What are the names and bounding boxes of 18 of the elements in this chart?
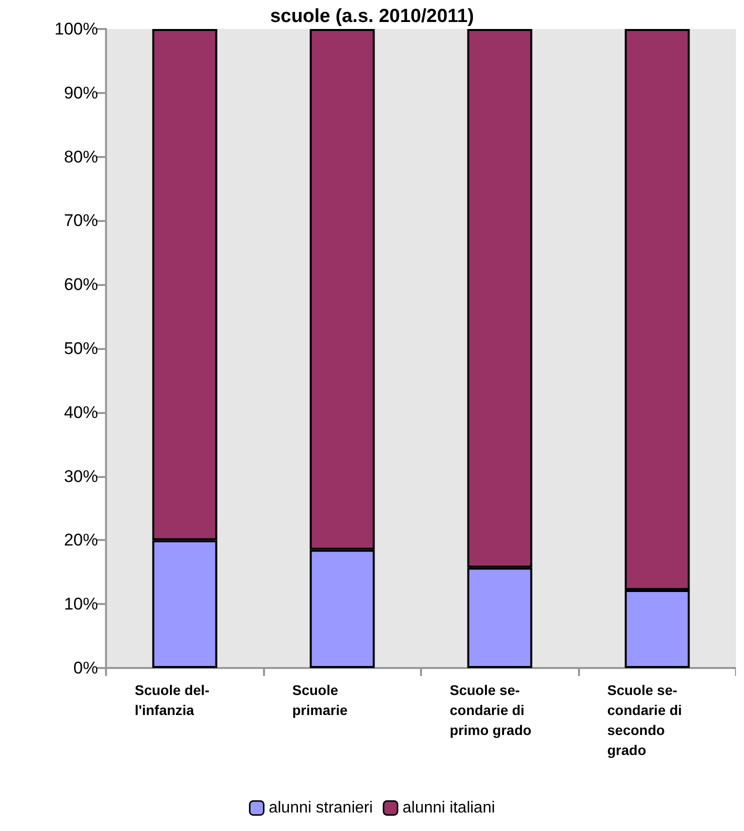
x-tick-label: Scuole se- condarie di secondo grado (607, 682, 682, 758)
y-tick-label: 50% (64, 339, 98, 358)
chart-title: scuole (a.s. 2010/2011) (270, 6, 474, 27)
x-tick-label: Scuole del- l'infanzia (134, 682, 210, 718)
y-tick-label: 0% (73, 658, 98, 678)
y-tick-label: 100% (54, 20, 98, 38)
y-tick-label: 60% (64, 275, 98, 294)
y-tick-label: 90% (64, 83, 98, 102)
y-tick-label: 80% (64, 147, 98, 166)
legend-label: alunni stranieri (268, 800, 373, 816)
y-tick-label: 70% (64, 211, 98, 230)
x-tick-label: Scuole se- condarie di primo grado (450, 682, 532, 738)
y-tick-label: 10% (64, 594, 98, 614)
legend-label: alunni italiani (402, 800, 496, 816)
y-tick-label: 30% (64, 466, 98, 486)
y-tick-label: 40% (64, 402, 98, 422)
x-tick-label: Scuole primarie (292, 682, 348, 718)
y-tick-label: 20% (64, 530, 98, 550)
